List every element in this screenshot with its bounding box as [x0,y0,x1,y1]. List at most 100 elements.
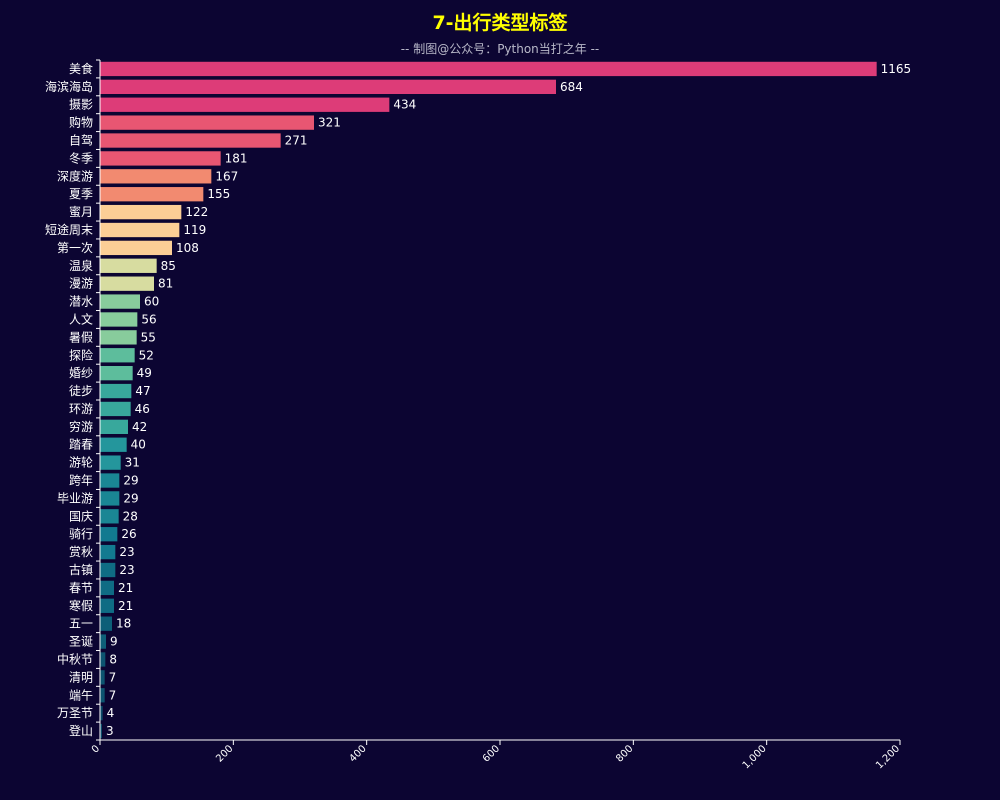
value-label-3: 321 [318,116,341,130]
bar-34 [100,670,105,685]
value-label-23: 29 [123,474,138,488]
value-label-4: 271 [285,134,308,148]
category-label-12: 漫游 [69,277,93,291]
value-label-19: 46 [135,402,150,416]
value-label-20: 42 [132,420,147,434]
bar-4 [100,133,281,148]
category-label-25: 国庆 [69,509,93,523]
value-label-24: 29 [123,491,138,505]
bar-6 [100,169,212,184]
bar-11 [100,258,157,273]
value-label-16: 52 [139,348,154,362]
value-label-10: 108 [176,241,199,255]
value-label-18: 47 [135,384,150,398]
category-label-35: 端午 [69,688,93,702]
bar-13 [100,294,140,309]
value-label-13: 60 [144,295,159,309]
category-label-19: 环游 [69,402,93,416]
category-label-30: 寒假 [69,598,93,613]
bar-3 [100,115,314,130]
category-label-28: 古镇 [69,562,93,577]
x-tick-label-6: 1,200 [874,743,902,771]
bar-9 [100,222,180,238]
x-tick-label-0: 0 [90,743,102,755]
bar-5 [100,151,221,166]
category-label-21: 踏春 [69,438,93,452]
value-label-31: 18 [116,617,131,631]
bar-25 [100,509,119,524]
value-label-36: 4 [107,706,115,720]
category-label-4: 自驾 [69,134,93,148]
x-tick-label-2: 400 [348,743,369,764]
category-label-17: 婚纱 [69,366,93,380]
value-label-15: 55 [141,330,156,344]
value-label-2: 434 [393,98,416,112]
value-label-1: 684 [560,80,583,94]
chart-title: 7-出行类型标签 [432,12,568,34]
bar-14 [100,312,138,327]
bar-18 [100,383,132,399]
category-label-2: 摄影 [69,97,93,112]
category-label-11: 温泉 [69,259,93,273]
value-label-25: 28 [123,509,138,523]
value-label-12: 81 [158,277,173,291]
category-label-20: 穷游 [69,419,93,434]
bar-2 [100,97,390,112]
category-label-1: 海滨海岛 [45,79,93,94]
value-label-32: 9 [110,635,118,649]
value-label-37: 3 [106,724,114,738]
bar-30 [100,598,114,613]
value-label-30: 21 [118,599,133,613]
category-label-32: 圣诞 [69,635,93,649]
category-label-34: 清明 [69,670,93,684]
bar-36 [100,706,103,721]
category-label-6: 深度游 [57,168,93,183]
value-label-8: 122 [185,205,208,219]
bar-29 [100,580,114,596]
bar-28 [100,562,116,578]
value-label-35: 7 [109,688,117,702]
category-label-5: 冬季 [69,150,93,165]
category-label-37: 登山 [69,723,93,738]
value-label-17: 49 [137,366,152,380]
bar-20 [100,419,128,434]
category-label-0: 美食 [69,61,93,76]
category-label-9: 短途周末 [45,222,93,237]
value-label-27: 23 [119,545,134,559]
value-label-5: 181 [225,151,248,165]
category-label-14: 人文 [69,311,93,326]
category-label-26: 骑行 [69,527,93,541]
category-label-24: 毕业游 [57,491,93,505]
value-label-28: 23 [119,563,134,577]
x-tick-label-5: 1,000 [741,743,769,771]
chart-subtitle: -- 制图@公众号：Python当打之年 -- [400,42,600,56]
category-label-22: 游轮 [69,456,93,470]
bar-8 [100,204,182,220]
x-tick-label-3: 600 [481,743,502,764]
bar-32 [100,634,106,649]
value-label-6: 167 [215,169,238,183]
bar-35 [100,688,105,703]
bar-15 [100,330,137,345]
value-label-7: 155 [207,187,230,201]
value-label-29: 21 [118,581,133,595]
category-label-10: 第一次 [57,241,93,255]
x-tick-label-4: 800 [614,743,635,764]
bar-23 [100,473,120,488]
value-label-34: 7 [109,670,117,684]
category-label-15: 暑假 [69,330,93,344]
bar-0 [100,61,877,77]
bar-16 [100,348,135,363]
category-label-29: 春节 [69,581,93,595]
bar-21 [100,437,127,452]
category-label-7: 夏季 [69,187,93,201]
category-label-36: 万圣节 [57,706,93,720]
category-label-33: 中秋节 [57,651,93,666]
category-label-27: 赏秋 [69,545,93,559]
bar-33 [100,652,106,667]
bar-7 [100,187,204,202]
value-label-9: 119 [183,223,206,237]
value-label-22: 31 [125,456,140,470]
x-tick-label-1: 200 [214,743,235,764]
